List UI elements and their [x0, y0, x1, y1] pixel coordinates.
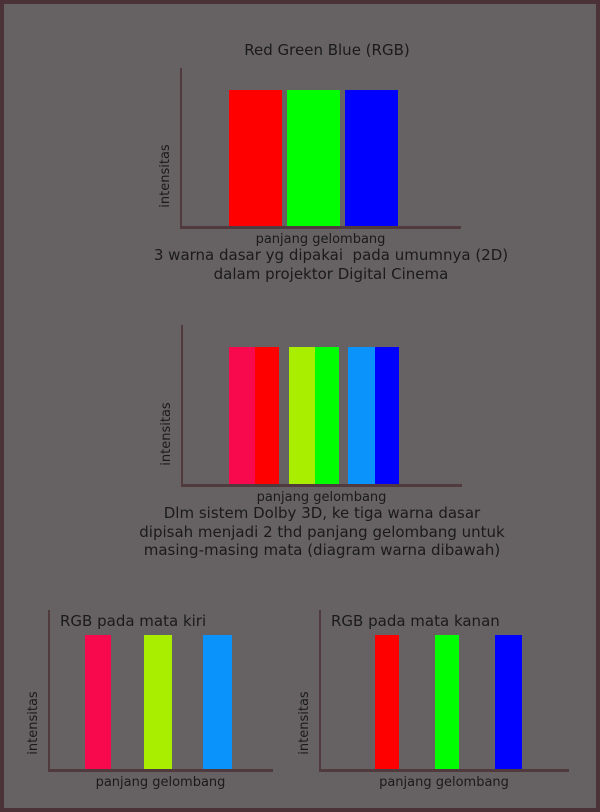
x-axis-line — [180, 226, 461, 229]
right-eye-red-band-bar — [255, 347, 279, 485]
caption-2d-projector: 3 warna dasar yg dipakai pada umumnya (2… — [62, 246, 600, 284]
y-axis-label: intensitas — [158, 144, 173, 208]
y-axis-line — [181, 325, 183, 487]
x-axis-label: panjang gelombang — [379, 775, 509, 790]
y-axis-line — [180, 68, 182, 229]
left-eye-green-band-bar — [289, 347, 315, 485]
x-axis-label: panjang gelombang — [95, 775, 226, 790]
y-axis-line — [48, 610, 50, 772]
chart-right-eye: RGB pada mata kanan intensitas panjang g… — [297, 610, 569, 790]
y-axis-label: intensitas — [297, 691, 312, 756]
right-eye-red-bar — [375, 635, 399, 770]
chart-left-eye-title: RGB pada mata kiri — [60, 612, 207, 630]
caption-line: masing-masing mata (diagram warna dibawa… — [143, 541, 501, 559]
right-eye-blue-band-bar — [375, 347, 399, 485]
caption-line: dalam projektor Digital Cinema — [213, 265, 449, 283]
left-eye-red-bar — [85, 635, 111, 770]
green-bar — [287, 90, 340, 227]
y-axis-label: intensitas — [26, 691, 41, 756]
right-eye-blue-bar — [495, 635, 522, 770]
caption-line: 3 warna dasar yg dipakai pada umumnya (2… — [153, 246, 509, 264]
chart-rgb-2d-title: Red Green Blue (RGB) — [244, 41, 410, 59]
x-axis-line — [319, 769, 569, 772]
x-axis-label: panjang gelombang — [255, 232, 386, 247]
caption-line: Dlm sistem Dolby 3D, ke tiga warna dasar — [163, 504, 481, 522]
chart-left-eye: RGB pada mata kiri intensitas panjang ge… — [26, 610, 273, 790]
left-eye-blue-band-bar — [348, 347, 375, 485]
plot-area — [319, 610, 569, 772]
caption-dolby-3d: Dlm sistem Dolby 3D, ke tiga warna dasar… — [44, 504, 600, 560]
plot-area — [48, 610, 273, 772]
chart-dolby-split-bands: intensitas panjang gelombang — [159, 325, 462, 505]
left-eye-red-band-bar — [229, 347, 255, 485]
caption-line: dipisah menjadi 2 thd panjang gelombang … — [139, 522, 505, 541]
x-axis-label: panjang gelombang — [256, 490, 387, 505]
red-bar — [229, 90, 282, 227]
blue-bar — [345, 90, 398, 227]
chart-rgb-2d: intensitas panjang gelombang — [158, 68, 461, 247]
left-eye-blue-bar — [203, 635, 232, 770]
right-eye-green-band-bar — [315, 347, 339, 485]
plot-area — [180, 68, 461, 229]
y-axis-line — [319, 610, 321, 772]
left-eye-green-bar — [144, 635, 172, 770]
x-axis-line — [181, 484, 462, 487]
x-axis-line — [48, 769, 273, 772]
right-eye-green-bar — [435, 635, 459, 770]
y-axis-label: intensitas — [159, 401, 174, 466]
plot-area — [181, 325, 462, 487]
chart-right-eye-title: RGB pada mata kanan — [331, 612, 500, 630]
